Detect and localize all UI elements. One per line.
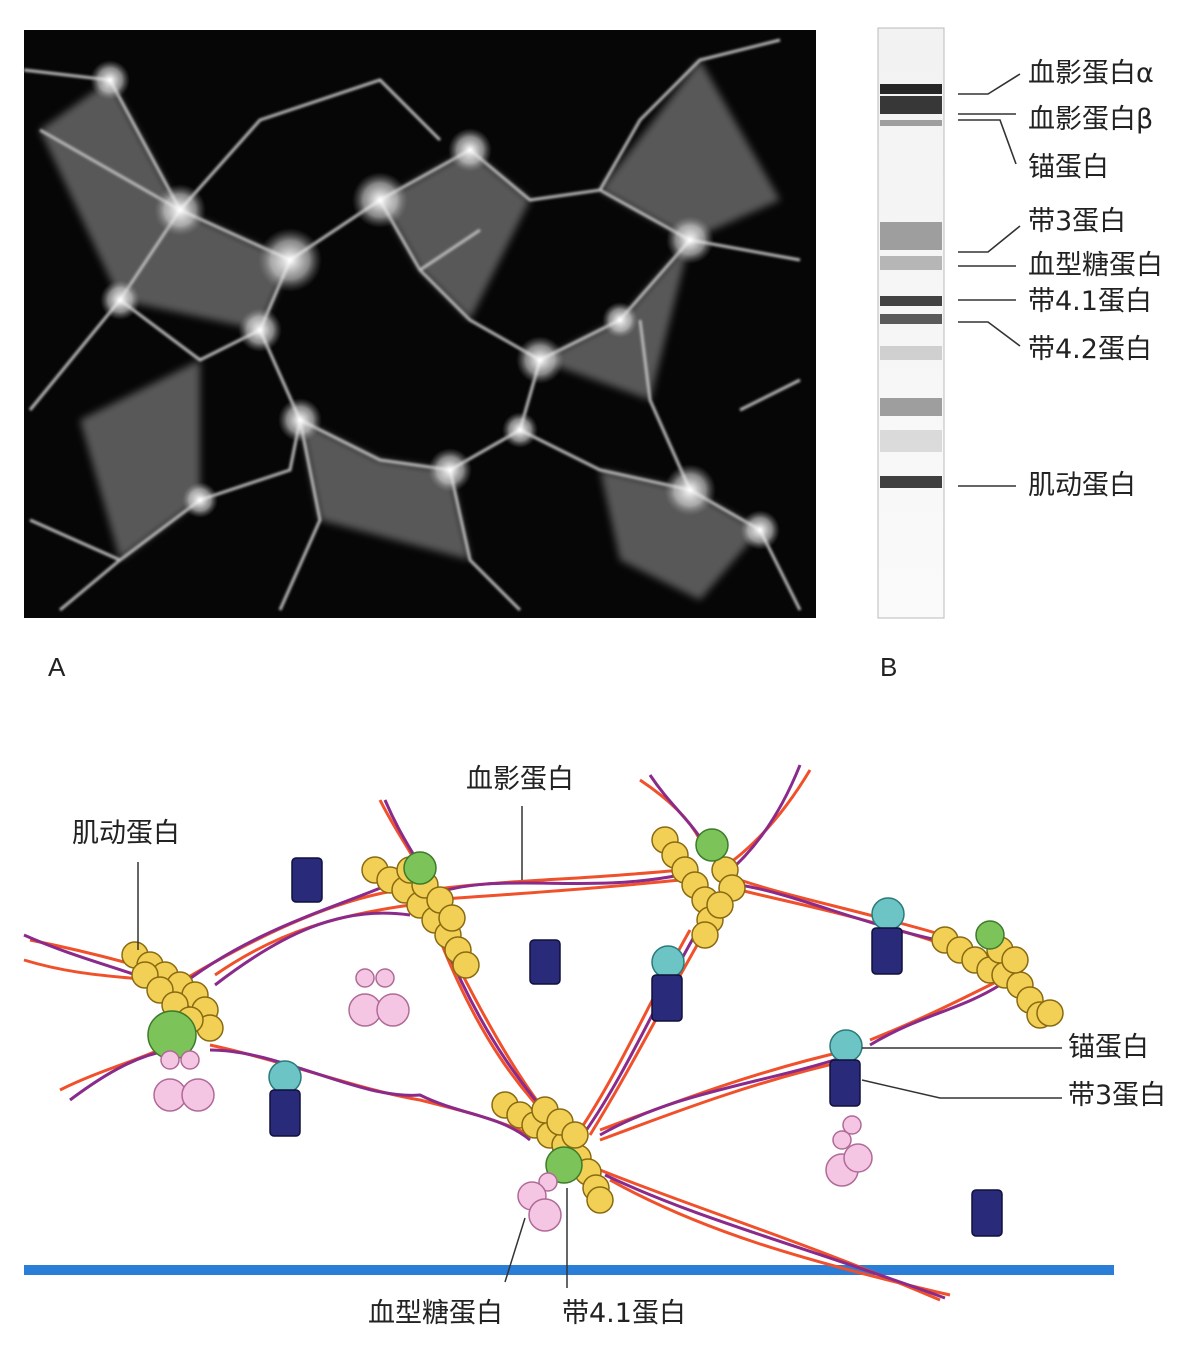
panel-a-label: A [48, 652, 66, 682]
gel-label-glycophorin: 血型糖蛋白 [1028, 250, 1163, 281]
gel-bands [880, 84, 942, 488]
diagram-label-band41: 带4.1蛋白 [562, 1298, 686, 1329]
gel-label-spectrin-alpha: 血影蛋白α [1028, 58, 1154, 89]
gel-label-band41: 带4.1蛋白 [1028, 286, 1152, 317]
diagram-label-spectrin: 血影蛋白 [466, 764, 574, 795]
gel-label-band3: 带3蛋白 [1028, 206, 1127, 237]
diagram-label-ankyrin: 锚蛋白 [1068, 1032, 1149, 1063]
panel-b-label: B [880, 652, 898, 682]
diagram-label-glycophorin: 血型糖蛋白 [368, 1298, 503, 1329]
gel-label-spectrin-beta: 血影蛋白β [1028, 104, 1154, 135]
gel-label-band42: 带4.2蛋白 [1028, 334, 1152, 365]
diagram-label-band3: 带3蛋白 [1068, 1080, 1167, 1111]
diagram-label-actin: 肌动蛋白 [72, 818, 180, 849]
gel-label-actin: 肌动蛋白 [1028, 470, 1136, 501]
gel-label-ankyrin: 锚蛋白 [1028, 152, 1109, 183]
